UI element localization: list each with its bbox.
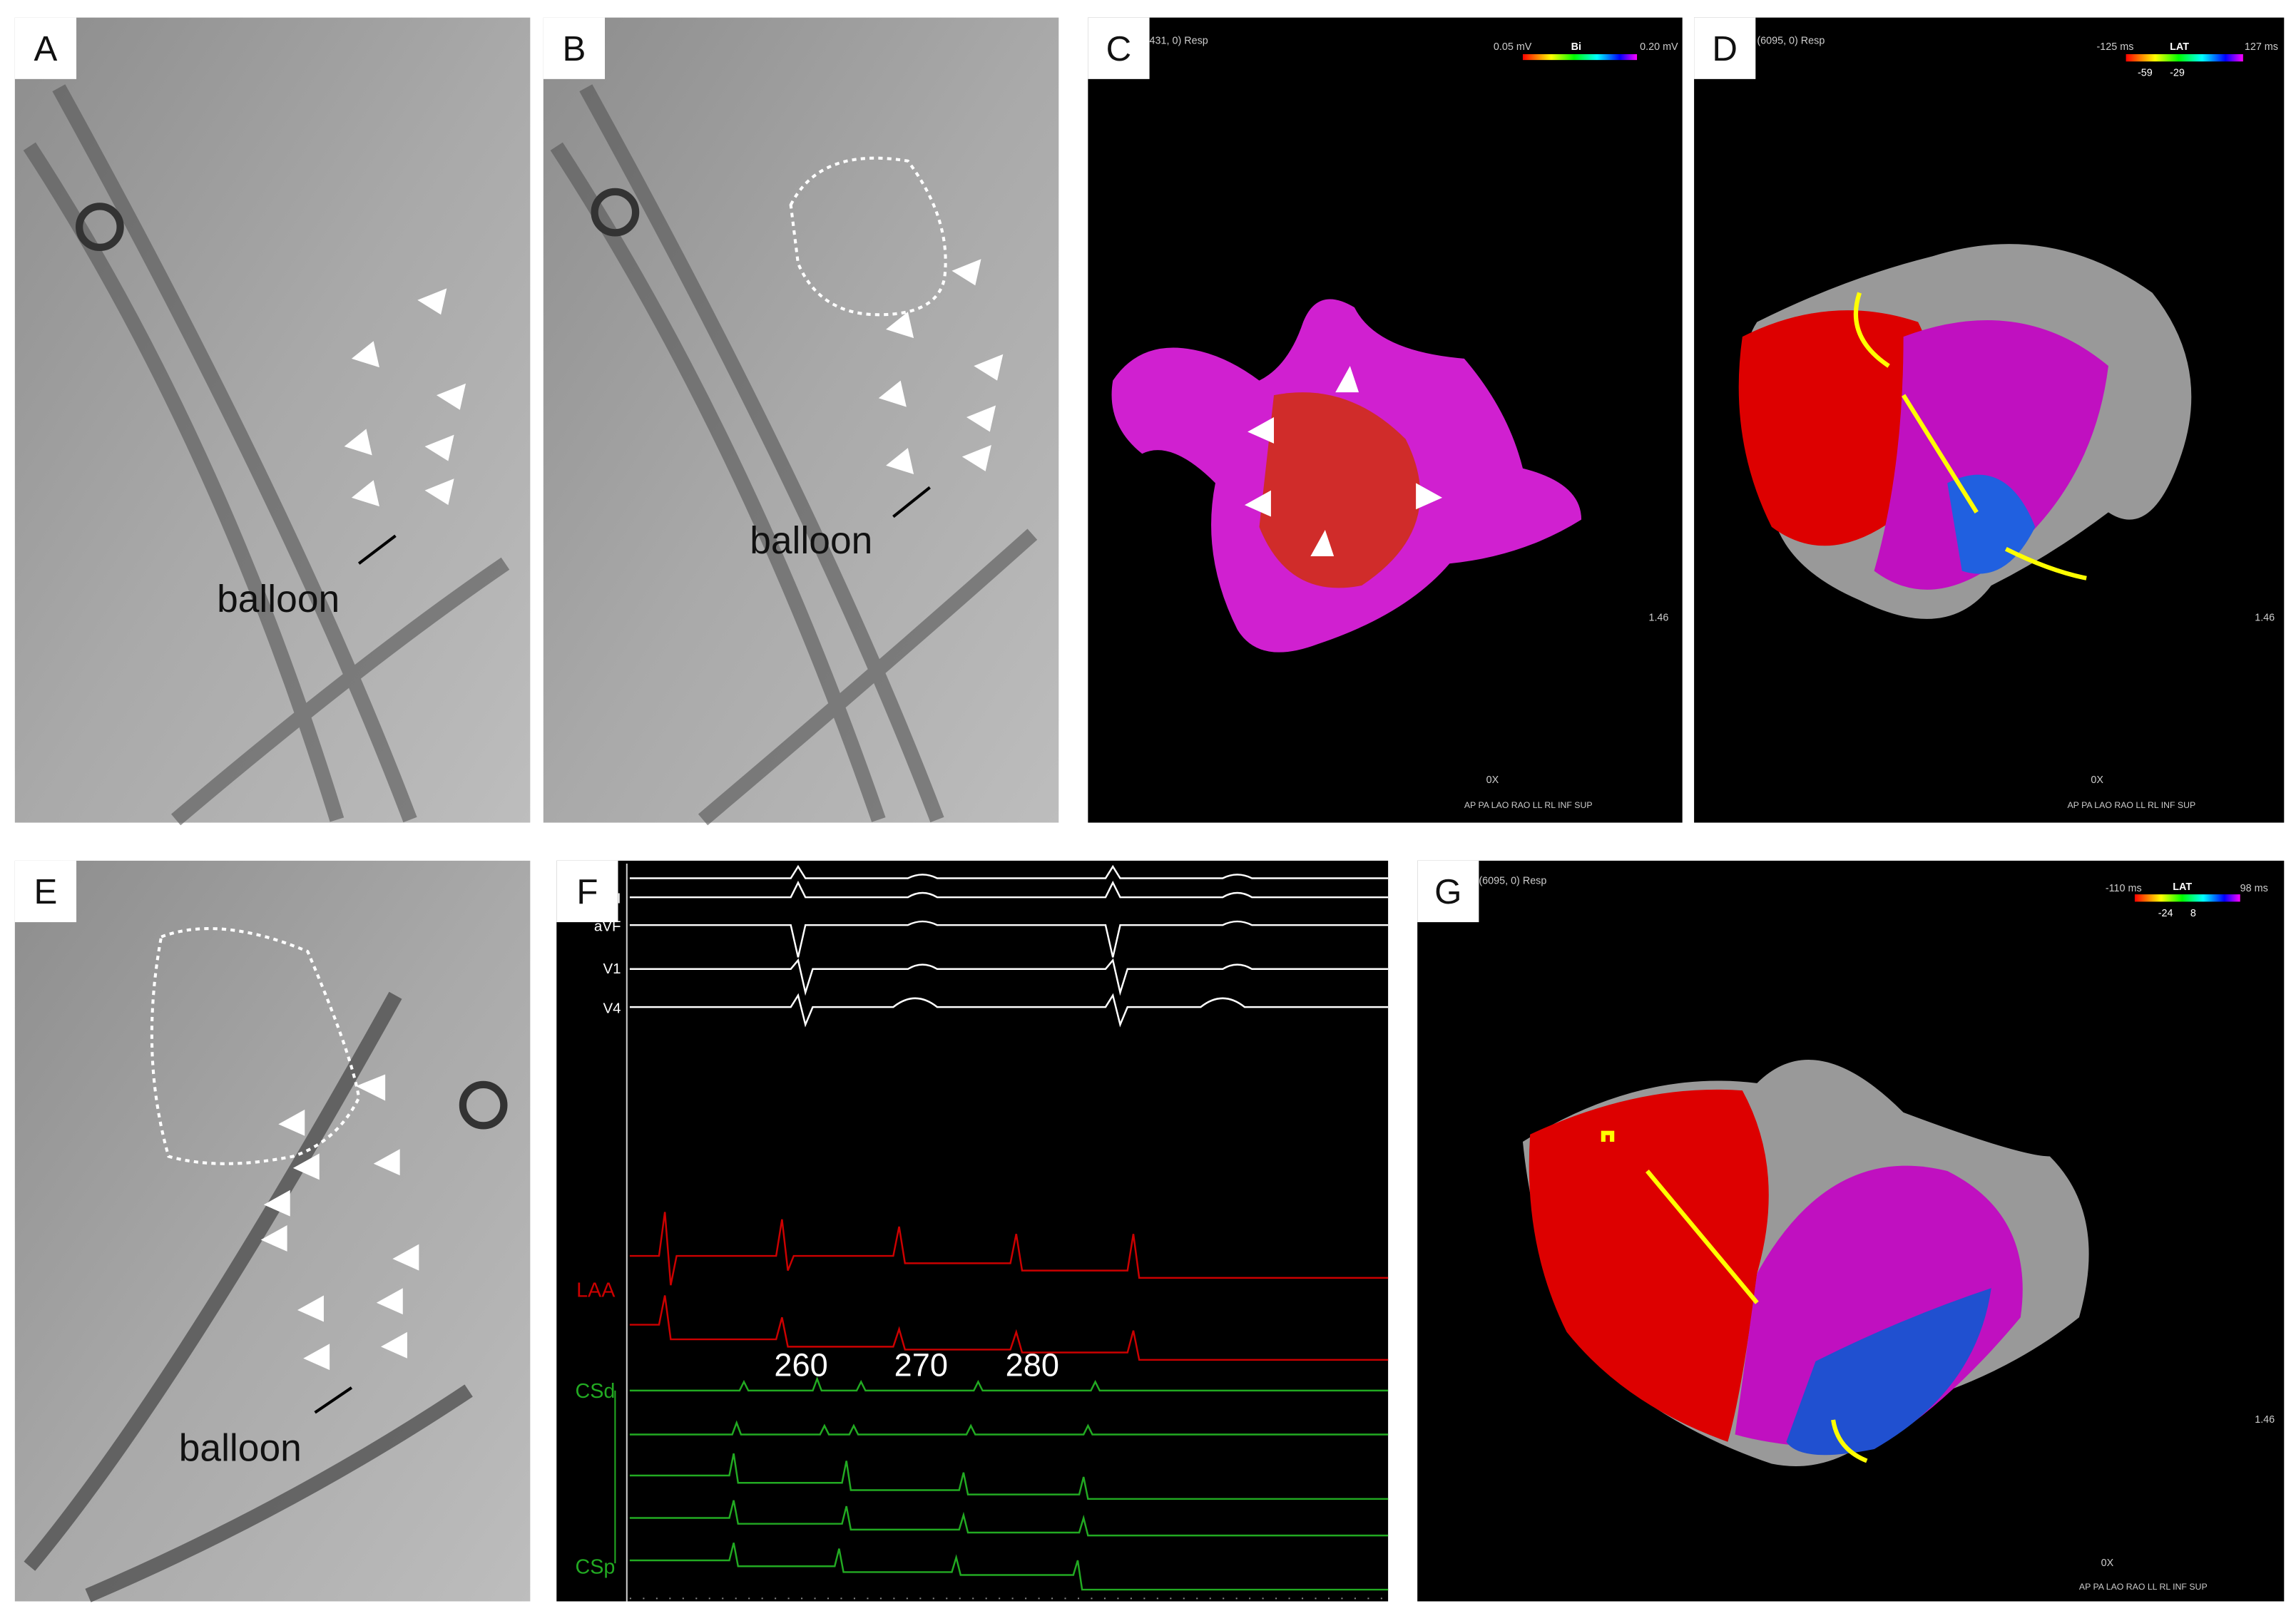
lead-label: V1 [603,961,621,977]
panel-label: B [562,29,586,68]
scale-mark: -29 [2170,68,2185,79]
pan: 0X [2101,1558,2114,1569]
arrowheads [1244,366,1443,556]
cs-egm [629,1376,1389,1591]
scale-mark: -24 [2158,908,2173,919]
panel-label: F [576,872,598,911]
catheter [24,991,473,1602]
annotation: balloon [179,1427,302,1469]
panel-d: (6095, 0) Resp -125 ms LAT 127 ms -59 -2… [1694,17,2285,823]
arrowheads [260,1074,419,1371]
pointer-arrow [892,486,931,518]
arrowheads [878,259,1004,475]
pointer-arrow [357,534,397,565]
scale-min: 0.05 mV [1494,41,1532,53]
laa-egm [629,1212,1389,1361]
ring-marker [76,203,124,252]
toolbar: (6095, 0) Resp [1479,876,1546,887]
label-box [543,17,606,79]
view-buttons: AP PA LAO RAO LL RL INF SUP [2067,800,2195,810]
outline [789,156,947,317]
interval-label: 270 [894,1346,948,1383]
label-box [14,17,77,79]
scale-name: Bi [1571,41,1581,53]
toolbar: (6095, 0) Resp [1757,36,1825,47]
scale-max: 127 ms [2245,41,2278,53]
ring-marker [591,188,640,237]
lead-label: aVF [594,918,621,934]
panel-e: E balloon [14,860,531,1602]
interval-label: 260 [774,1346,827,1383]
toolbar: 431, 0) Resp [1150,36,1208,47]
pan: 0X [1486,774,1499,786]
panel-label: G [1434,872,1461,911]
panel-c: 431, 0) Resp 0.05 mV Bi 0.20 mV 1.46 0X … [1088,17,1683,823]
outline [150,927,361,1165]
pointer-arrow [314,1386,353,1414]
color-bar [2126,53,2243,62]
activation-arrow [1853,292,2087,581]
scale-max: 98 ms [2240,883,2268,894]
lead-label: CSd [576,1380,616,1403]
ecg-view [556,860,1389,1602]
late-area [1874,319,2108,590]
zoom: 1.46 [1648,612,1668,623]
early-area [1529,1089,1769,1442]
panel-label: D [1712,29,1738,68]
color-bar [2134,894,2240,902]
surface-ecg [629,864,1389,1028]
panel-b: B balloon [543,17,1059,826]
panel-label: E [34,872,58,911]
scale-min: -125 ms [2097,41,2134,53]
ring-marker [459,1080,508,1130]
lead-label: V4 [603,1000,621,1016]
pan: 0X [2091,774,2103,786]
scale-name: LAT [2173,881,2192,893]
panel-a: A balloon [14,17,531,826]
annotation: balloon [217,578,340,620]
label-box [1417,860,1479,923]
scale-min: -110 ms [2106,883,2142,894]
scale-mark: 8 [2190,908,2196,919]
label-box [556,860,618,923]
panel-g: (6095, 0) Resp -110 ms LAT 98 ms -24 8 1… [1417,860,2285,1602]
activation-arrow [1601,1130,1868,1463]
panel-f: I II aVF V1 V4 LAA CSd CSp 260 270 280 F [556,860,1389,1602]
panel-label: A [34,29,58,68]
scale-mark: -59 [2138,68,2153,79]
annotation: balloon [750,520,872,562]
label-box [1088,17,1150,79]
scale-name: LAT [2170,41,2189,53]
label-box [1694,17,1756,79]
zoom: 1.46 [2255,612,2275,623]
label-box [14,860,77,923]
lead-label: LAA [576,1279,616,1302]
lead-label: CSp [576,1555,616,1578]
interval-label: 280 [1006,1346,1059,1383]
view-buttons: AP PA LAO RAO LL RL INF SUP [2079,1582,2208,1592]
early-area [1738,310,1937,546]
low-voltage-area [1259,392,1421,588]
zoom: 1.46 [2255,1414,2275,1426]
scale-max: 0.20 mV [1640,41,1678,53]
color-bar [1522,53,1638,61]
latest-area [1786,1288,1991,1456]
view-buttons: AP PA LAO RAO LL RL INF SUP [1464,800,1593,810]
panel-label: C [1106,29,1132,68]
